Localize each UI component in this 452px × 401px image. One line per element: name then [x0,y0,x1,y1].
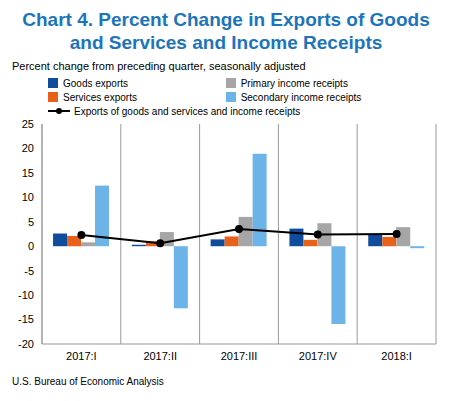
svg-text:-15: -15 [18,313,34,325]
svg-text:2018:I: 2018:I [381,350,412,362]
svg-text:2017:IV: 2017:IV [299,350,338,362]
svg-text:-10: -10 [18,289,34,301]
html-text:Exports of goods and services: Exports of goods and services and income… [74,105,301,117]
svg-text:10: 10 [22,191,34,203]
svg-text:2017:I: 2017:I [66,350,97,362]
svg-text:2017:III: 2017:III [221,350,258,362]
html-text:Primary income receipts: Primary income receipts [240,77,348,89]
html-text:Services exports: Services exports [63,91,137,103]
svg-text:2017:II: 2017:II [143,350,177,362]
html-text:Secondary income receipts: Secondary income receipts [240,91,362,103]
svg-text:-20: -20 [18,338,34,350]
svg-text:-5: -5 [24,265,34,277]
svg-text:0: 0 [28,240,34,252]
html-text:Chart 4. Percent Change in Exp: Chart 4. Percent Change in Exports of Go… [22,9,430,53]
html-text:U.S. Bureau of Economic Analys: U.S. Bureau of Economic Analysis [12,376,164,387]
html-text:Goods exports: Goods exports [63,77,128,89]
svg-text:5: 5 [28,216,34,228]
html-text:Percent change from preceding: Percent change from preceding quarter, s… [12,60,306,72]
svg-text:25: 25 [22,118,34,130]
svg-text:15: 15 [22,167,34,179]
svg-text:20: 20 [22,142,34,154]
